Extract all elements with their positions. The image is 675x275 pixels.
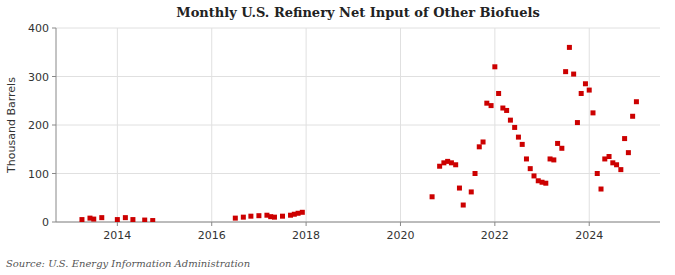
point <box>634 99 639 104</box>
grid-line-x <box>400 28 401 222</box>
tick-x <box>589 222 590 226</box>
tick-label-x: 2016 <box>198 229 226 242</box>
point <box>453 162 458 167</box>
point <box>532 173 537 178</box>
point <box>622 136 627 141</box>
point <box>575 120 580 125</box>
grid-line-x <box>494 28 495 222</box>
point <box>595 171 600 176</box>
tick-x <box>306 222 307 226</box>
tick-label-x: 2014 <box>103 229 131 242</box>
tick-label-y: 400 <box>28 22 49 35</box>
point <box>248 214 253 219</box>
point <box>528 166 533 171</box>
tick-y <box>52 222 56 223</box>
point <box>300 210 305 215</box>
point <box>630 114 635 119</box>
point <box>599 187 604 192</box>
point <box>79 217 84 222</box>
point <box>489 103 494 108</box>
tick-label-y: 0 <box>42 216 49 229</box>
source-note: Source: U.S. Energy Information Administ… <box>6 258 250 269</box>
point <box>607 154 612 159</box>
point <box>481 139 486 144</box>
point <box>543 181 548 186</box>
grid-line-x <box>117 28 118 222</box>
point <box>150 218 155 222</box>
point <box>142 218 147 222</box>
point <box>583 81 588 86</box>
point <box>492 64 497 69</box>
y-axis-label: Thousand Barrels <box>5 77 18 174</box>
point <box>516 135 521 140</box>
point <box>524 156 529 161</box>
points <box>79 45 638 222</box>
point <box>461 203 466 208</box>
point <box>571 72 576 77</box>
grid-line-x <box>589 28 590 222</box>
point <box>241 215 246 220</box>
point <box>555 141 560 146</box>
point <box>559 146 564 151</box>
tick-label-y: 100 <box>28 168 49 181</box>
point <box>508 118 513 123</box>
point <box>590 110 595 115</box>
tick-y <box>52 28 56 29</box>
point <box>618 167 623 172</box>
point <box>99 215 104 220</box>
point <box>130 217 135 222</box>
grid-line-y <box>56 173 660 174</box>
point <box>614 162 619 167</box>
point <box>123 215 128 220</box>
point <box>272 215 277 220</box>
title: Monthly U.S. Refinery Net Input of Other… <box>176 5 540 20</box>
point <box>496 91 501 96</box>
point <box>504 108 509 113</box>
point <box>477 144 482 149</box>
point <box>512 125 517 130</box>
tick-label-x: 2018 <box>292 229 320 242</box>
chart: 0 100 200 300 400 2014 2016 2018 2020 2022 2024 Mon… <box>0 0 675 275</box>
tick-x <box>211 222 212 226</box>
tick-y <box>52 125 56 126</box>
tick-label-y: 300 <box>28 71 49 84</box>
point <box>473 171 478 176</box>
grid-line-y <box>56 125 660 126</box>
tick-label-y: 200 <box>28 119 49 132</box>
point <box>91 217 96 222</box>
tick-label-x: 2022 <box>481 229 509 242</box>
y-axis <box>56 28 57 222</box>
grid-line-x <box>211 28 212 222</box>
point <box>233 216 238 221</box>
point <box>551 157 556 162</box>
point <box>520 142 525 147</box>
point <box>469 189 474 194</box>
point <box>567 45 572 50</box>
tick-label-x: 2020 <box>386 229 414 242</box>
tick-x <box>400 222 401 226</box>
point <box>457 186 462 191</box>
point <box>115 217 120 222</box>
tick-label-x: 2024 <box>575 229 603 242</box>
point <box>626 150 631 155</box>
grid-line-y <box>56 76 660 77</box>
tick-y <box>52 173 56 174</box>
grid-line-x <box>306 28 307 222</box>
grid <box>56 28 660 222</box>
point <box>587 88 592 93</box>
point <box>430 194 435 199</box>
tick-x <box>494 222 495 226</box>
point <box>563 69 568 74</box>
grid-line-y <box>56 28 660 29</box>
point <box>579 91 584 96</box>
tick-x <box>117 222 118 226</box>
tick-y <box>52 76 56 77</box>
point <box>256 213 261 218</box>
point <box>280 214 285 219</box>
